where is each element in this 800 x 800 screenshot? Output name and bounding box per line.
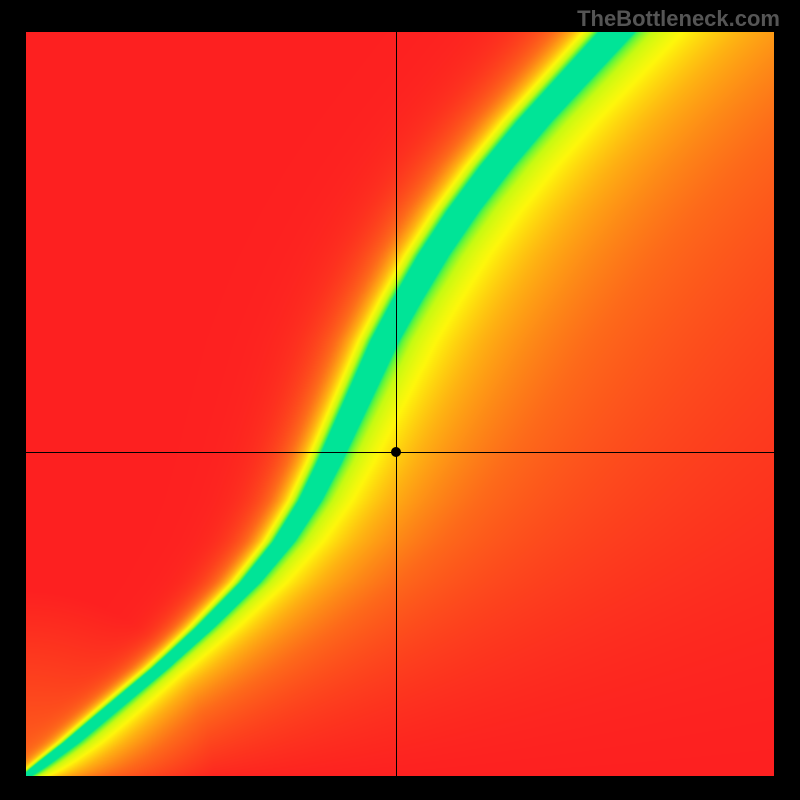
watermark-text: TheBottleneck.com <box>577 6 780 32</box>
heatmap-canvas <box>26 32 774 776</box>
heatmap-plot-area <box>26 32 774 776</box>
crosshair-marker-dot <box>391 447 401 457</box>
crosshair-vertical-line <box>396 32 397 776</box>
